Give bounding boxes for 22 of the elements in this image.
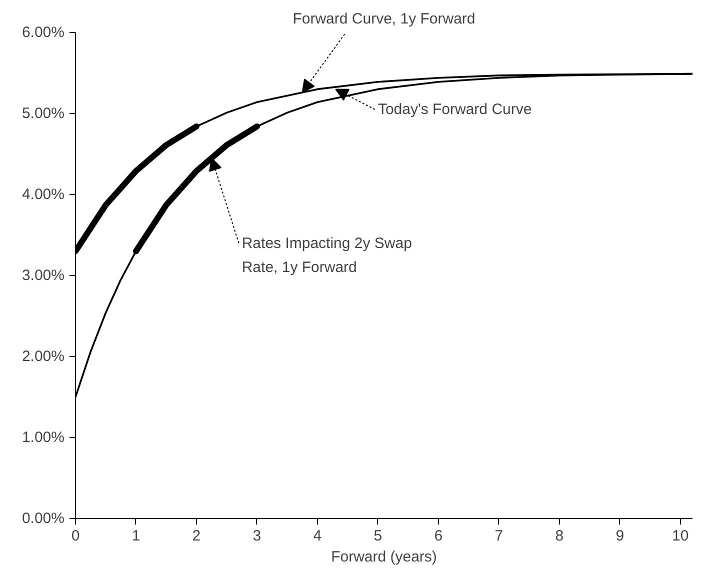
x-tick-label: 0 — [71, 528, 80, 544]
x-tick-label: 10 — [672, 528, 689, 544]
y-tick-label: 4.00% — [22, 186, 65, 203]
x-tick-label: 9 — [616, 528, 624, 544]
x-tick-label: 1 — [132, 528, 140, 544]
annotation: Rates Impacting 2y Swap Rate, 1y Forward — [242, 235, 412, 276]
y-tick-label: 2.00% — [22, 348, 65, 365]
x-tick-label: 4 — [313, 528, 322, 544]
x-axis-title: Forward (years) — [331, 548, 437, 566]
x-tick-label: 6 — [434, 528, 443, 544]
annotation: Today's Forward Curve — [378, 100, 532, 118]
y-tick-label: 3.00% — [22, 267, 65, 284]
x-tick-label: 7 — [494, 528, 504, 544]
x-tick-label: 8 — [555, 528, 564, 544]
y-tick-label: 0.00% — [22, 510, 65, 527]
y-tick-label: 1.00% — [22, 429, 65, 446]
x-tick-label: 2 — [192, 528, 201, 544]
x-tick-label: 3 — [252, 528, 262, 544]
y-tick-label: 6.00% — [22, 24, 65, 41]
y-tick-label: 5.00% — [22, 105, 65, 122]
x-tick-label: 5 — [374, 528, 382, 544]
annotation: Forward Curve, 1y Forward — [292, 10, 476, 28]
